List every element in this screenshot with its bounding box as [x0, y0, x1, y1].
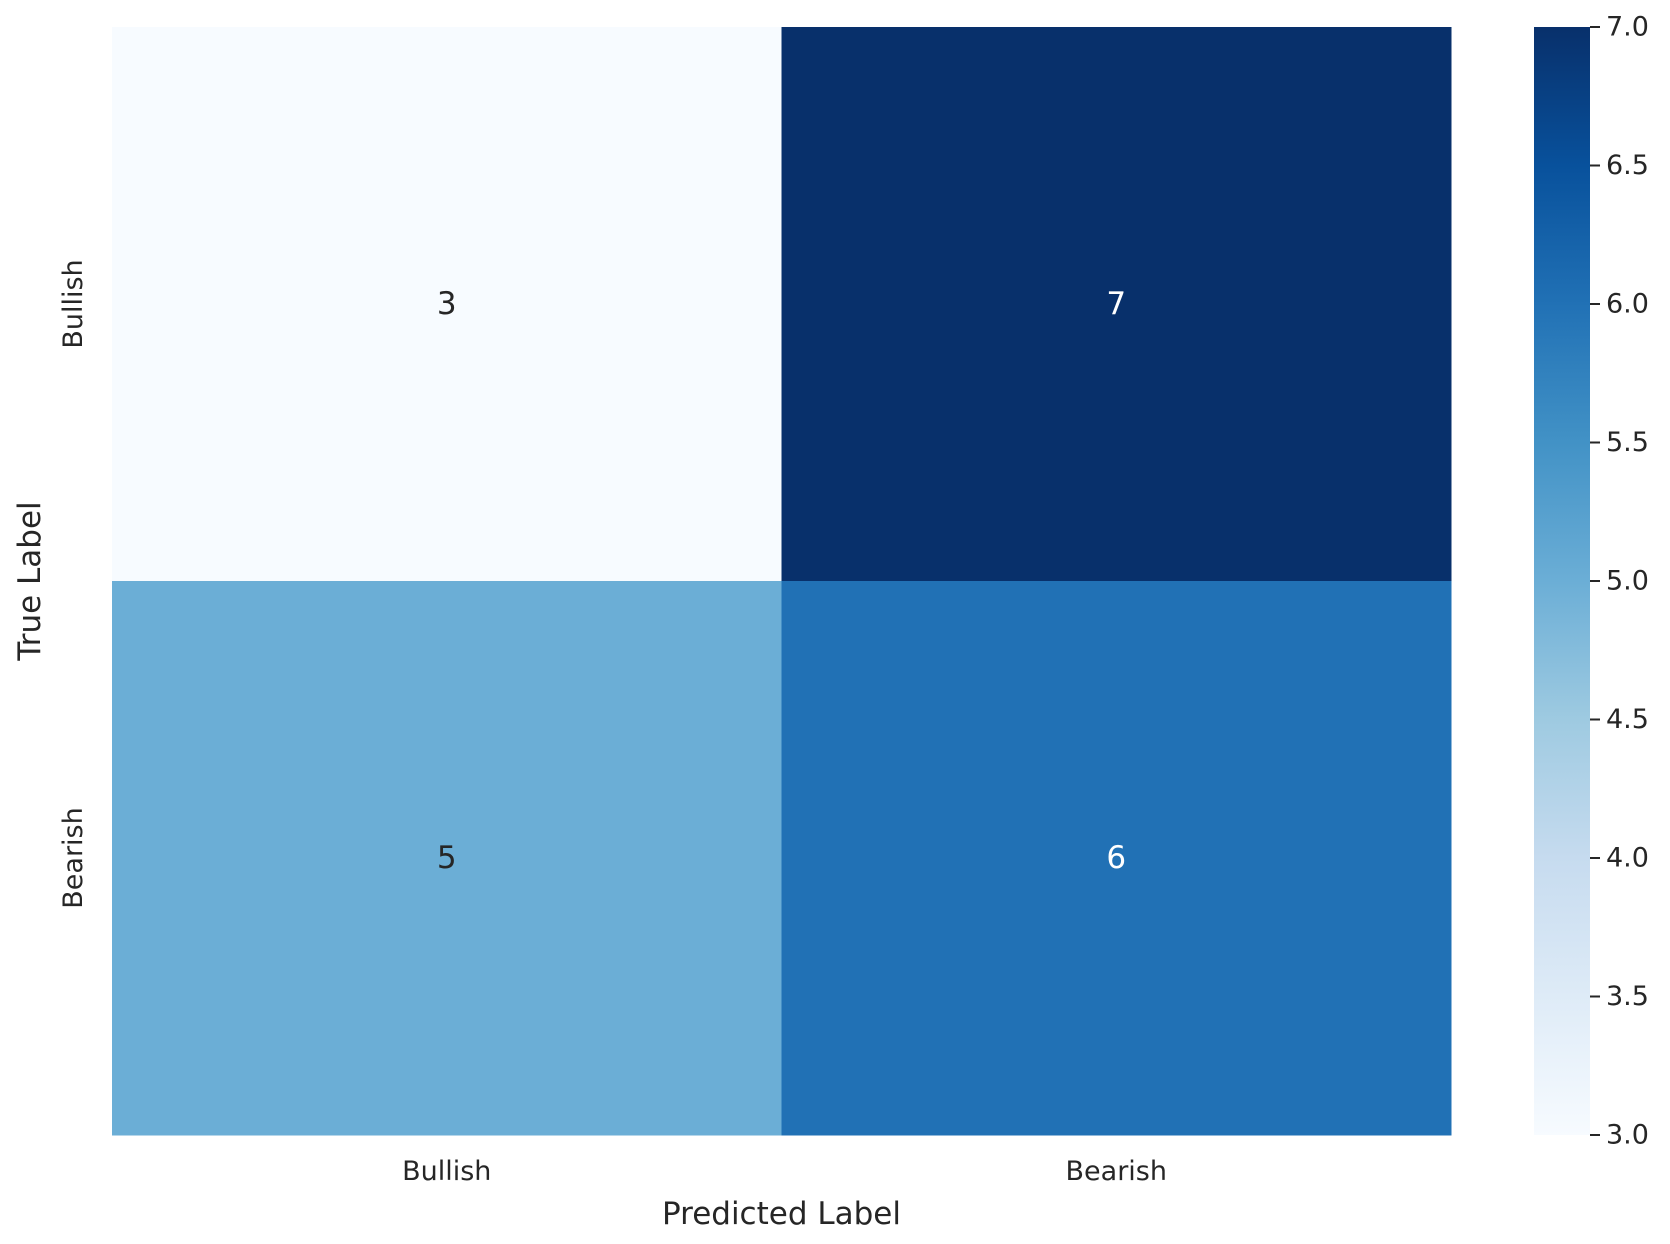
colorbar-tick-label: 7.0	[1606, 12, 1649, 43]
heatmap-cell-0-0	[112, 27, 782, 582]
colorbar-tick-label: 5.5	[1606, 427, 1649, 458]
heatmap-cell-1-0	[112, 581, 782, 1136]
y-tick-label: Bearish	[58, 807, 89, 908]
cell-annotation-0-0: 3	[437, 286, 457, 322]
colorbar-tick-label: 3.0	[1606, 1120, 1649, 1151]
x-tick-label: Bullish	[402, 1156, 491, 1187]
y-axis-label: True Label	[12, 501, 48, 661]
colorbar-ticks: 3.0 3.5 4.0 4.5 5.0 5.5 6.0 6.5 7.0	[1590, 12, 1649, 1151]
heatmap-cell-0-1	[781, 27, 1452, 582]
y-tick-label: Bullish	[58, 259, 89, 348]
y-axis-ticks: Bullish Bearish	[58, 259, 89, 908]
cell-annotation-1-0: 5	[437, 840, 457, 876]
heatmap-cell-1-1	[781, 581, 1452, 1136]
colorbar-tick-label: 5.0	[1606, 566, 1649, 597]
cell-annotation-1-1: 6	[1106, 840, 1126, 876]
x-tick-label: Bearish	[1066, 1156, 1167, 1187]
colorbar-tick-label: 6.5	[1606, 150, 1649, 181]
heatmap-cells	[112, 27, 1452, 1136]
colorbar-tick-label: 6.0	[1606, 289, 1649, 320]
cell-annotation-0-1: 7	[1106, 286, 1126, 322]
colorbar-tick-label: 3.5	[1606, 981, 1649, 1012]
x-axis-label: Predicted Label	[662, 1196, 901, 1232]
x-axis-ticks: Bullish Bearish	[402, 1156, 1167, 1187]
colorbar-gradient	[1534, 27, 1590, 1135]
colorbar-tick-label: 4.5	[1606, 704, 1649, 735]
cell-annotations: 3 7 5 6	[437, 286, 1126, 876]
colorbar-tick-label: 4.0	[1606, 843, 1649, 874]
colorbar: 3.0 3.5 4.0 4.5 5.0 5.5 6.0 6.5 7.0	[1534, 12, 1649, 1151]
